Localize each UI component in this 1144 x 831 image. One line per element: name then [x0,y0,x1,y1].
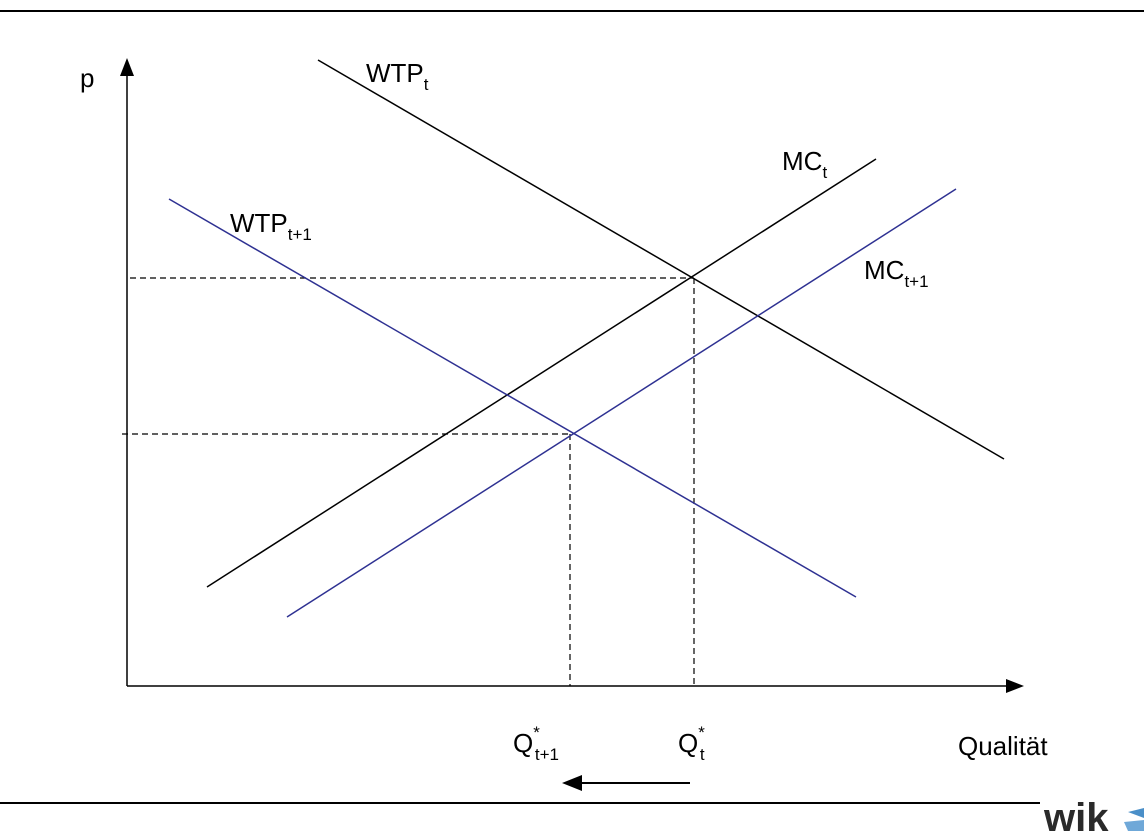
logo-swirl-icon [1124,808,1144,831]
mc-t-label: MCt [782,146,827,182]
wtp-t-label: WTPt [366,58,429,94]
y-axis-label: p [80,63,94,93]
x-axis-arrowhead [1006,679,1024,693]
q-star-t1-label: Q* t+1 [513,723,559,764]
wtp-t1-label: WTPt+1 [230,208,312,244]
x-axis-label: Qualität [958,731,1048,761]
q-star-t-label: Q* t [678,723,705,764]
svg-text:wik: wik [1043,796,1109,831]
mc-t1-line [287,189,956,617]
mc-t-line [207,159,876,587]
mc-t1-label: MCt+1 [864,255,929,291]
shift-arrow-head [562,775,582,791]
wtp-t1-line [169,199,856,597]
y-axis-arrowhead [120,58,134,76]
wik-logo: wik [1043,796,1144,831]
